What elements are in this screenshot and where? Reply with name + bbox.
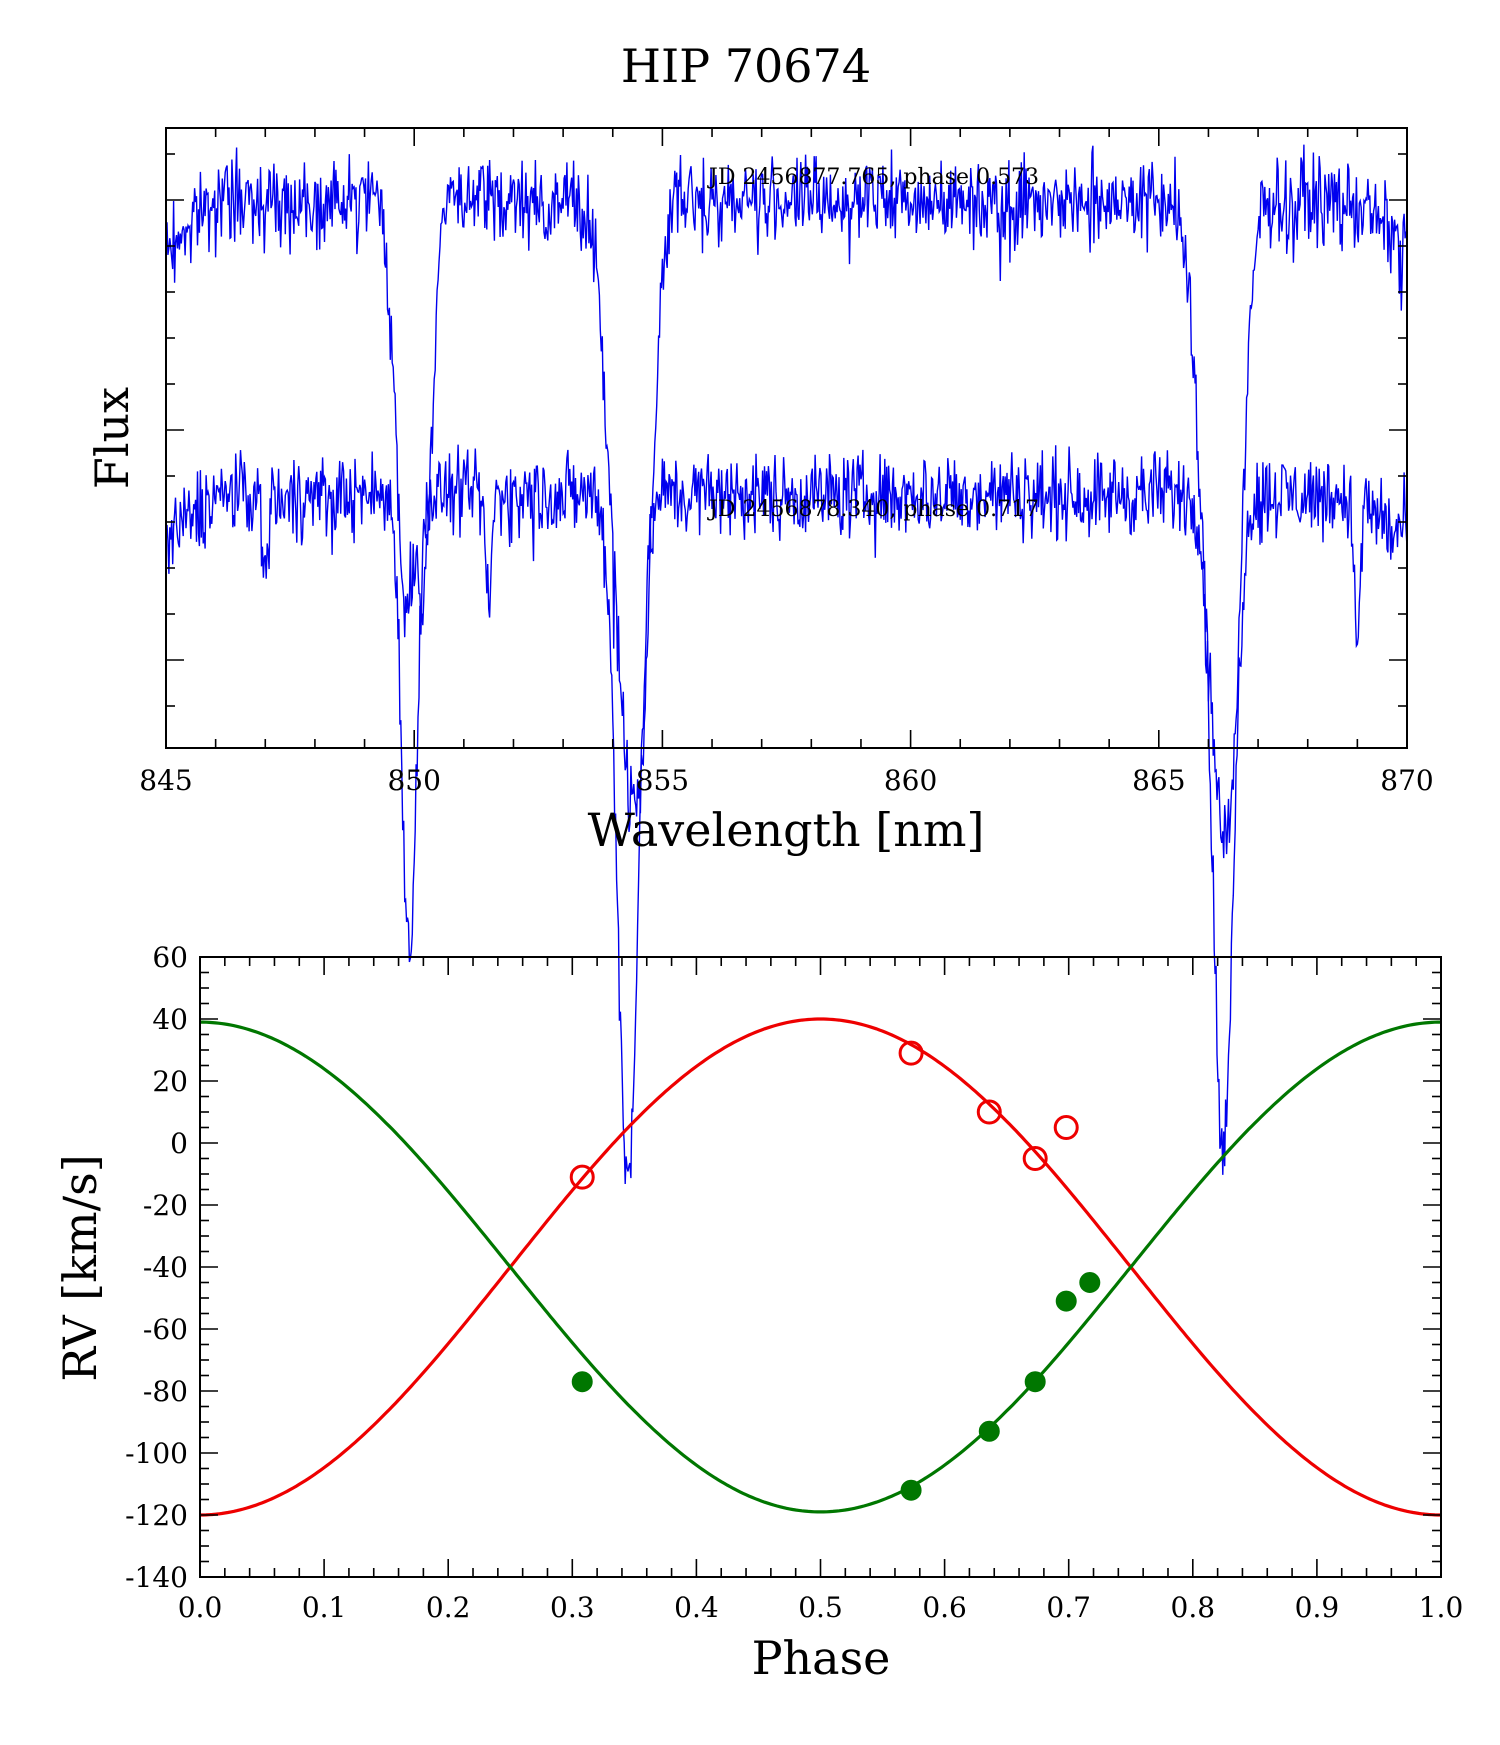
spectrum-panel: 845 850 855 860 865 870 JD 2456877.765, phase… bbox=[85, 127, 1434, 1185]
spectrum-x-tick-label: 870 bbox=[1380, 764, 1433, 797]
rv-point-primary bbox=[976, 1099, 1002, 1125]
rv-x-tick-labels: 0.0 0.1 0.2 0.3 0.4 0.5 0.6 0.7 0.8 0.9 1.0 bbox=[178, 1591, 1464, 1624]
spectrum-x-axis-label: Wavelength [nm] bbox=[588, 803, 985, 857]
rv-frame bbox=[199, 956, 1442, 1578]
spectrum-x-tick-label: 850 bbox=[387, 764, 440, 797]
rv-point-secondary bbox=[978, 1420, 1000, 1442]
rv-y-tick-label: -20 bbox=[143, 1189, 188, 1222]
spectrum-x-tick-labels: 845 850 855 860 865 870 bbox=[139, 764, 1433, 797]
rv-point-secondary bbox=[900, 1479, 922, 1501]
rv-point-primary bbox=[1053, 1115, 1079, 1140]
rv-points bbox=[569, 1040, 1101, 1501]
spectrum-y-axis-label: Flux bbox=[85, 387, 139, 489]
spectrum-x-tick-label: 855 bbox=[636, 764, 689, 797]
rv-y-tick-label: 40 bbox=[152, 1003, 188, 1036]
rv-fit-curve-2 bbox=[200, 1020, 1441, 1514]
rv-x-tick-label: 0.2 bbox=[426, 1591, 471, 1624]
rv-x-tick-label: 0.6 bbox=[922, 1591, 967, 1624]
rv-y-axis-label: RV [km/s] bbox=[53, 1154, 107, 1381]
rv-x-tick-label: 0.4 bbox=[674, 1591, 719, 1624]
rv-fit-curve-1 bbox=[200, 1017, 1441, 1517]
rv-point-primary bbox=[898, 1040, 924, 1066]
rv-point-secondary bbox=[1024, 1371, 1046, 1393]
rv-x-tick-label: 0.9 bbox=[1295, 1591, 1340, 1624]
rv-y-tick-label: -100 bbox=[125, 1437, 188, 1470]
rv-point-secondary bbox=[1055, 1290, 1077, 1312]
rv-point-primary bbox=[1022, 1146, 1048, 1171]
rv-x-tick-label: 0.1 bbox=[302, 1591, 347, 1624]
spectrum-frame bbox=[165, 127, 1408, 749]
spectrum-x-tick-label: 860 bbox=[884, 764, 937, 797]
rv-y-tick-label: 20 bbox=[152, 1065, 188, 1098]
spectrum-x-tick-label: 865 bbox=[1132, 764, 1185, 797]
spectrum-annotation-upper: JD 2456877.765, phase 0.573 bbox=[707, 165, 1039, 190]
spectrum-traces bbox=[165, 144, 1408, 1185]
rv-point-secondary bbox=[571, 1371, 593, 1393]
rv-y-tick-label: -140 bbox=[125, 1561, 188, 1594]
rv-x-tick-label: 0.8 bbox=[1171, 1591, 1216, 1624]
rv-panel: 0.0 0.1 0.2 0.3 0.4 0.5 0.6 0.7 0.8 0.9 1.0 60 40 20… bbox=[53, 941, 1463, 1685]
figure-title: HIP 70674 bbox=[621, 39, 871, 93]
rv-y-tick-label: -120 bbox=[125, 1499, 188, 1532]
rv-x-tick-label: 0.0 bbox=[178, 1591, 223, 1624]
rv-ticks bbox=[199, 956, 1442, 1578]
rv-y-tick-label: -40 bbox=[143, 1251, 188, 1284]
rv-fit-curves bbox=[200, 1017, 1441, 1517]
spectrum-x-tick-label: 845 bbox=[139, 764, 192, 797]
rv-x-axis-label: Phase bbox=[752, 1631, 891, 1685]
spectrum-trace-1 bbox=[165, 144, 1408, 859]
rv-x-tick-label: 0.7 bbox=[1046, 1591, 1091, 1624]
rv-x-tick-label: 1.0 bbox=[1419, 1591, 1464, 1624]
rv-x-tick-label: 0.5 bbox=[798, 1591, 843, 1624]
spectrum-annotation-lower: JD 2456878.340, phase 0.717 bbox=[707, 497, 1039, 522]
rv-point-primary bbox=[569, 1164, 595, 1190]
rv-y-tick-label: -80 bbox=[143, 1375, 188, 1408]
rv-point-secondary bbox=[1079, 1272, 1101, 1293]
rv-y-tick-label: -60 bbox=[143, 1313, 188, 1346]
rv-x-tick-label: 0.3 bbox=[550, 1591, 595, 1624]
spectrum-ticks bbox=[165, 128, 1408, 748]
rv-y-tick-label: 0 bbox=[170, 1127, 188, 1160]
rv-y-tick-labels: 60 40 20 0 -20 -40 -60 -80 -100 -120 -140 bbox=[125, 941, 188, 1594]
rv-y-tick-label: 60 bbox=[152, 941, 188, 974]
spectrum-trace-2 bbox=[165, 444, 1408, 1185]
